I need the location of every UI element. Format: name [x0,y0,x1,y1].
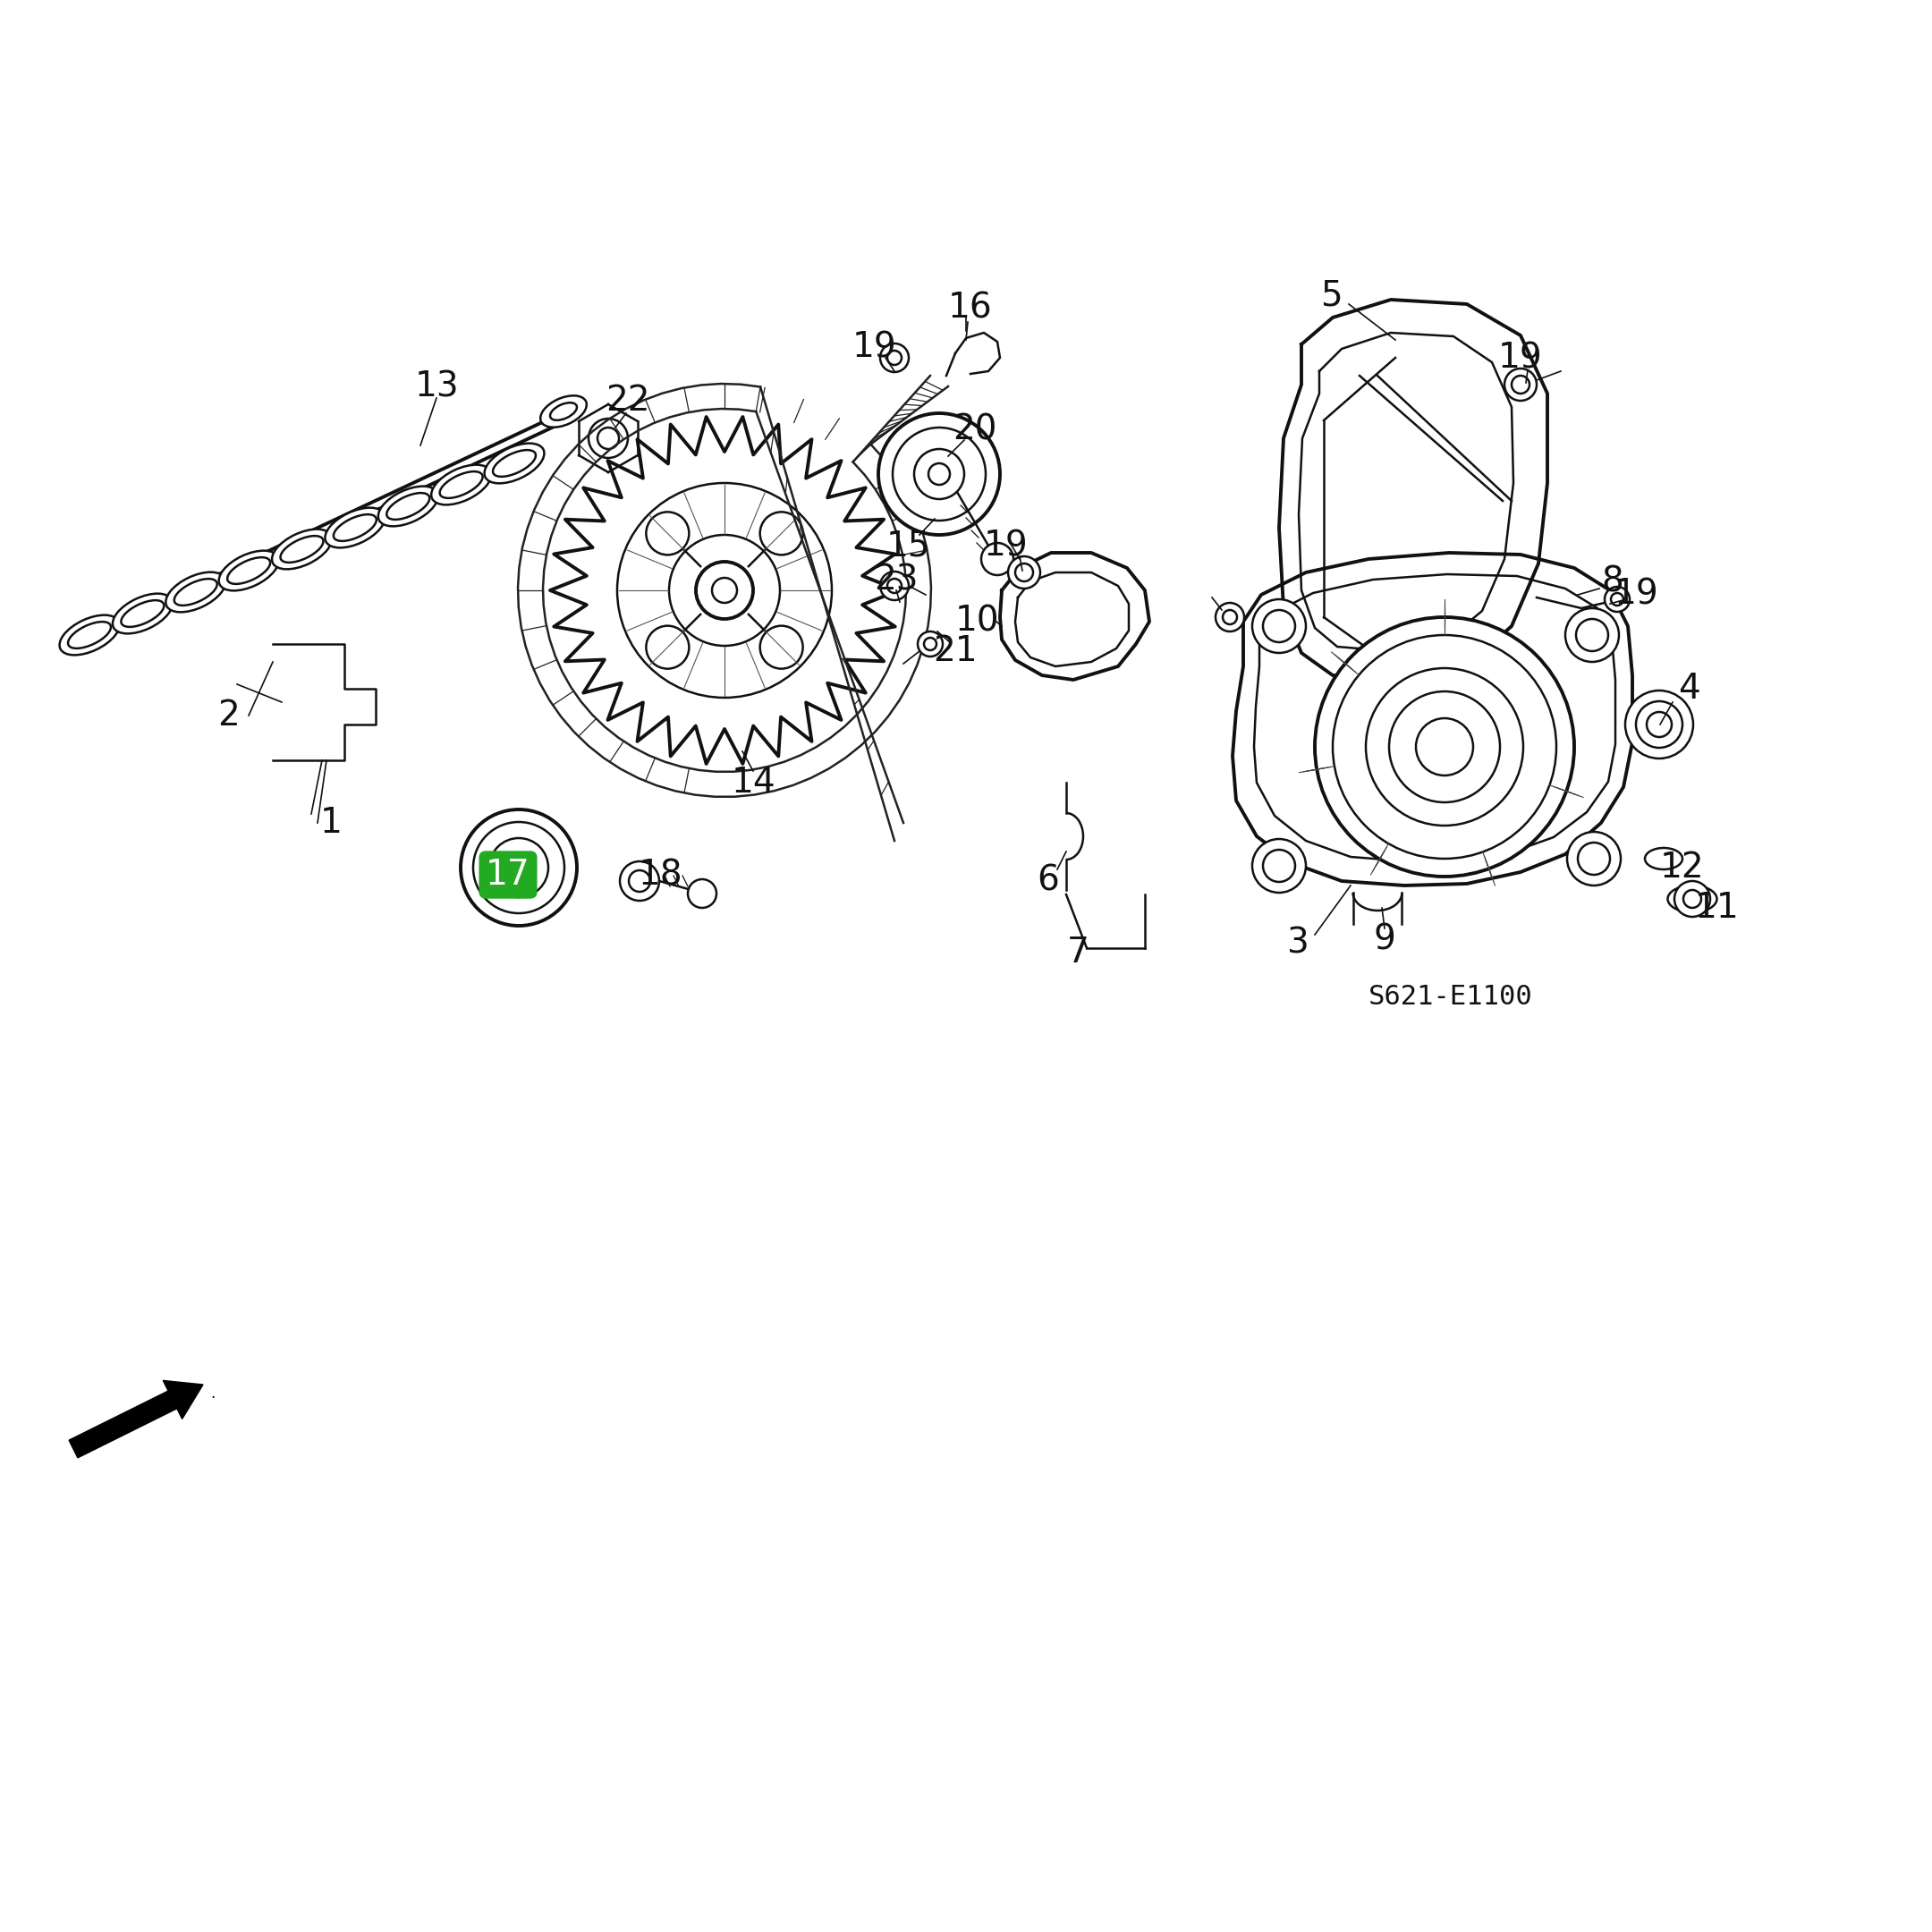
Text: 14: 14 [730,765,775,800]
Circle shape [645,626,690,668]
Circle shape [696,562,753,618]
Text: 12: 12 [1660,850,1704,885]
Circle shape [1605,587,1631,612]
Ellipse shape [272,529,332,570]
Text: 19: 19 [1615,578,1660,612]
Circle shape [879,413,1001,535]
Text: 17: 17 [485,858,529,893]
Circle shape [460,810,578,925]
Circle shape [1565,609,1619,663]
Text: 6: 6 [1037,864,1059,898]
Text: S621-E1100: S621-E1100 [1368,983,1532,1010]
Ellipse shape [485,442,545,483]
Text: 3: 3 [1287,927,1308,960]
Text: 13: 13 [413,369,458,404]
Ellipse shape [379,487,439,526]
Text: 7: 7 [1066,935,1090,970]
Circle shape [1333,636,1557,858]
Ellipse shape [386,493,429,520]
Circle shape [1009,556,1039,589]
Text: 16: 16 [949,292,993,327]
Circle shape [1625,690,1692,759]
Circle shape [668,535,781,645]
FancyArrow shape [70,1381,203,1459]
Text: 10: 10 [954,605,999,639]
Circle shape [504,854,533,881]
Circle shape [1389,692,1499,802]
Text: 1: 1 [321,806,342,840]
Circle shape [1567,833,1621,885]
Text: 5: 5 [1320,278,1343,313]
Ellipse shape [280,535,323,562]
Circle shape [1636,701,1683,748]
Ellipse shape [440,471,483,498]
Ellipse shape [218,551,278,591]
Ellipse shape [60,614,120,655]
Ellipse shape [122,601,164,626]
Text: 11: 11 [1694,891,1739,925]
Ellipse shape [112,593,172,634]
Text: 18: 18 [638,858,682,893]
Circle shape [914,448,964,498]
Circle shape [759,626,804,668]
Circle shape [489,838,549,896]
Circle shape [929,464,951,485]
Text: .: . [211,1385,214,1401]
Text: 19: 19 [852,330,896,363]
Circle shape [893,427,985,520]
Ellipse shape [334,514,377,541]
Text: 19: 19 [983,529,1028,562]
Ellipse shape [431,466,491,504]
Text: 21: 21 [933,634,978,668]
Circle shape [1252,838,1306,893]
Ellipse shape [228,556,270,583]
Text: 22: 22 [607,384,649,417]
Circle shape [1505,369,1536,400]
Circle shape [1316,616,1575,877]
Ellipse shape [166,572,226,612]
Circle shape [1416,719,1474,775]
Text: 15: 15 [885,529,929,562]
Ellipse shape [493,450,535,477]
Ellipse shape [174,580,216,605]
Circle shape [688,879,717,908]
Text: 8: 8 [1602,564,1623,599]
Circle shape [713,578,736,603]
Circle shape [1252,599,1306,653]
Circle shape [881,344,908,373]
Circle shape [616,483,833,697]
Circle shape [759,512,804,554]
Circle shape [918,632,943,657]
Circle shape [589,419,628,458]
Circle shape [881,572,908,601]
Ellipse shape [68,622,110,649]
Circle shape [620,862,659,900]
Circle shape [645,512,690,554]
Text: 23: 23 [873,562,918,597]
Ellipse shape [1667,885,1718,912]
Ellipse shape [1644,848,1683,869]
Circle shape [473,821,564,914]
Text: 4: 4 [1677,672,1700,705]
Text: 20: 20 [952,412,997,446]
Circle shape [1675,881,1710,918]
Text: 2: 2 [216,699,240,732]
Text: 19: 19 [1499,340,1544,375]
Ellipse shape [541,396,587,427]
Text: 9: 9 [1374,922,1395,956]
Ellipse shape [325,508,384,547]
Circle shape [1366,668,1522,825]
Circle shape [1215,603,1244,632]
Circle shape [981,543,1014,576]
